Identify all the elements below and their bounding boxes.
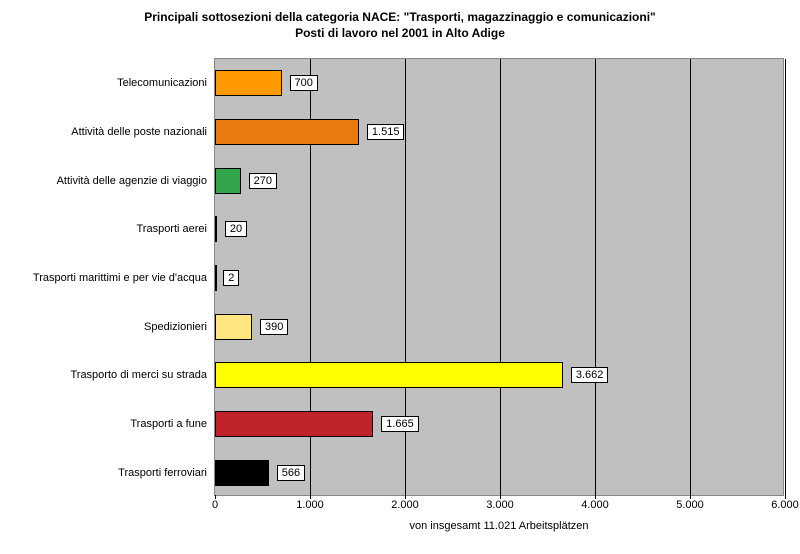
gridline [785, 59, 786, 495]
bar-value-label: 700 [290, 75, 318, 91]
y-axis-label: Trasporti marittimi e per vie d'acqua [33, 272, 207, 284]
y-axis-label: Telecomunicazioni [117, 77, 207, 89]
plot-area: 01.0002.0003.0004.0005.0006.000Telecomun… [214, 58, 784, 496]
y-axis-label: Trasporto di merci su strada [70, 369, 207, 381]
gridline [595, 59, 596, 495]
y-axis-label: Trasporti aerei [136, 223, 207, 235]
bar [215, 216, 217, 242]
gridline [500, 59, 501, 495]
bar [215, 70, 282, 96]
chart-title-line2: Posti di lavoro nel 2001 in Alto Adige [0, 26, 800, 42]
x-tick-label: 1.000 [296, 499, 324, 511]
x-tick-label: 6.000 [771, 499, 799, 511]
x-tick-label: 3.000 [486, 499, 514, 511]
bar [215, 460, 269, 486]
bar [215, 119, 359, 145]
bar [215, 314, 252, 340]
bar-value-label: 566 [277, 465, 305, 481]
bar-value-label: 1.665 [381, 416, 419, 432]
chart-title-line1: Principali sottosezioni della categoria … [0, 10, 800, 26]
y-axis-label: Attività delle poste nazionali [71, 126, 207, 138]
bar-value-label: 2 [223, 270, 239, 286]
bar [215, 411, 373, 437]
y-axis-label: Attività delle agenzie di viaggio [57, 175, 207, 187]
chart-container: Principali sottosezioni della categoria … [0, 0, 800, 554]
x-tick-label: 0 [212, 499, 218, 511]
x-tick-label: 5.000 [676, 499, 704, 511]
bar-value-label: 20 [225, 221, 247, 237]
x-tick-label: 2.000 [391, 499, 419, 511]
chart-footer: von insgesamt 11.021 Arbeitsplätzen [214, 520, 784, 532]
bar-value-label: 390 [260, 319, 288, 335]
bar [215, 265, 217, 291]
x-tick-label: 4.000 [581, 499, 609, 511]
bar [215, 362, 563, 388]
y-axis-label: Trasporti ferroviari [118, 467, 207, 479]
bar-value-label: 270 [249, 173, 277, 189]
bar-value-label: 1.515 [367, 124, 405, 140]
gridline [690, 59, 691, 495]
bar [215, 168, 241, 194]
bar-value-label: 3.662 [571, 367, 609, 383]
y-axis-label: Trasporti a fune [130, 418, 207, 430]
y-axis-label: Spedizionieri [144, 321, 207, 333]
chart-title: Principali sottosezioni della categoria … [0, 0, 800, 41]
